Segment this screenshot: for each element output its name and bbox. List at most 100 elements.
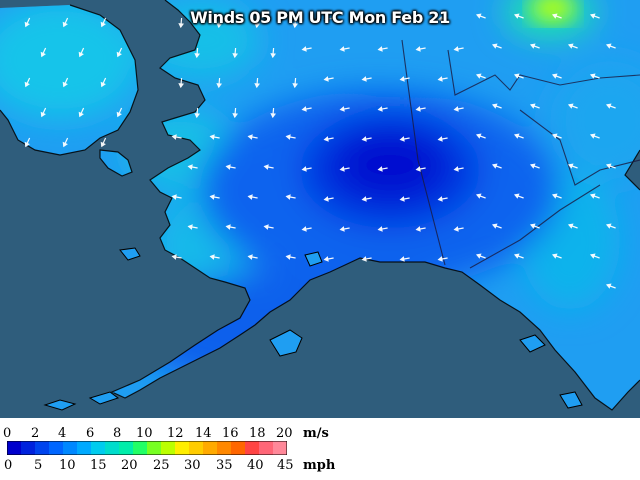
wind-arrow-head <box>247 194 253 200</box>
wind-arrow-head <box>24 81 30 88</box>
ms-tick: 18 <box>249 426 266 441</box>
wind-arrow-head <box>209 134 215 140</box>
wind-arrow-head <box>567 103 574 109</box>
wind-arrow-head <box>263 164 269 170</box>
wind-arrow-head <box>194 113 201 119</box>
wind-arrow-head <box>194 53 201 59</box>
wind-arrow-head <box>187 164 193 170</box>
wind-arrow-head <box>78 111 84 118</box>
legend: 0 2 4 6 8 10 12 14 16 18 20 m/s 0 5 10 1… <box>0 418 640 480</box>
wind-arrow-head <box>187 224 193 230</box>
wind-arrow-head <box>285 194 291 200</box>
wind-arrow-head <box>415 46 421 52</box>
wind-arrow-head <box>491 223 498 229</box>
wind-arrow-head <box>437 76 443 82</box>
wind-arrow-head <box>301 46 307 52</box>
ms-tick: 4 <box>58 426 67 441</box>
color-swatch <box>7 441 22 455</box>
wind-arrow-head <box>285 134 291 140</box>
wind-arrow-head <box>339 106 345 112</box>
wind-arrow-head <box>475 13 482 19</box>
wind-arrow-head <box>377 226 383 232</box>
wind-arrow-head <box>437 256 443 262</box>
wind-arrow-head <box>551 193 558 199</box>
mph-tick: 15 <box>90 458 107 473</box>
wind-arrow-head <box>100 141 106 148</box>
wind-arrow-head <box>453 226 459 232</box>
ms-tick: 12 <box>167 426 184 441</box>
wind-arrow-head <box>399 136 405 142</box>
color-swatch <box>147 441 162 455</box>
wind-arrow-head <box>475 253 482 259</box>
wind-arrow-head <box>377 166 383 172</box>
wind-arrow-head <box>171 254 177 260</box>
wind-arrow-head <box>529 223 536 229</box>
wind-arrow-head <box>415 106 421 112</box>
wind-arrow-head <box>529 163 536 169</box>
color-swatch <box>217 441 232 455</box>
wind-arrow-head <box>513 253 520 259</box>
wind-arrow-head <box>254 23 261 29</box>
ms-tick: 16 <box>222 426 239 441</box>
wind-arrow-head <box>567 163 574 169</box>
ms-tick: 10 <box>136 426 153 441</box>
color-swatch <box>189 441 204 455</box>
wind-arrow-head <box>62 21 68 28</box>
ms-tick: 14 <box>195 426 212 441</box>
ms-tick: 6 <box>86 426 95 441</box>
wind-arrow-head <box>254 83 261 89</box>
wind-arrow-head <box>361 196 367 202</box>
wind-arrow-head <box>589 193 596 199</box>
wind-arrow-head <box>232 53 239 59</box>
color-swatch <box>231 441 246 455</box>
wind-arrow-head <box>232 113 239 119</box>
wind-arrow-head <box>209 194 215 200</box>
wind-arrow-head <box>415 226 421 232</box>
wind-arrow-head <box>437 196 443 202</box>
wind-arrow-head <box>589 133 596 139</box>
wind-arrow-head <box>415 166 421 172</box>
wind-arrow-head <box>399 196 405 202</box>
wind-arrow-head <box>301 106 307 112</box>
color-swatch <box>203 441 218 455</box>
ms-unit-label: m/s <box>303 426 329 441</box>
wind-arrow-head <box>491 103 498 109</box>
wind-arrow-head <box>589 73 596 79</box>
color-swatch <box>91 441 106 455</box>
wind-arrow-head <box>178 23 185 29</box>
wind-arrow-head <box>24 21 30 28</box>
color-swatch <box>119 441 134 455</box>
mph-tick: 10 <box>59 458 76 473</box>
wind-arrow-head <box>453 46 459 52</box>
color-swatch <box>63 441 78 455</box>
wind-arrow-head <box>323 76 329 82</box>
wind-arrow-head <box>263 224 269 230</box>
wind-arrow-head <box>567 223 574 229</box>
wind-arrow-head <box>40 51 46 58</box>
color-scale-bar <box>7 441 287 455</box>
wind-arrow-head <box>270 53 277 59</box>
wind-arrow-head <box>551 253 558 259</box>
wind-arrow-head <box>475 73 482 79</box>
wind-arrow-head <box>605 223 612 229</box>
wind-arrow-head <box>225 224 231 230</box>
wind-arrow-head <box>361 16 367 22</box>
wind-arrow-head <box>513 73 520 79</box>
wind-arrow-head <box>437 136 443 142</box>
color-swatch <box>245 441 260 455</box>
wind-arrow-head <box>491 163 498 169</box>
wind-arrow-head <box>339 226 345 232</box>
wind-arrow-head <box>247 134 253 140</box>
wind-arrow-head <box>301 226 307 232</box>
wind-arrow-head <box>513 13 520 19</box>
wind-arrow-head <box>491 43 498 49</box>
wind-arrow-head <box>475 193 482 199</box>
wind-arrow-head <box>551 133 558 139</box>
wind-arrow-head <box>339 46 345 52</box>
wind-arrow-head <box>551 13 558 19</box>
wind-arrow-head <box>377 106 383 112</box>
wind-arrow-head <box>247 254 253 260</box>
wind-arrow-head <box>529 103 536 109</box>
wind-arrow-head <box>292 23 299 29</box>
mph-tick: 20 <box>121 458 138 473</box>
